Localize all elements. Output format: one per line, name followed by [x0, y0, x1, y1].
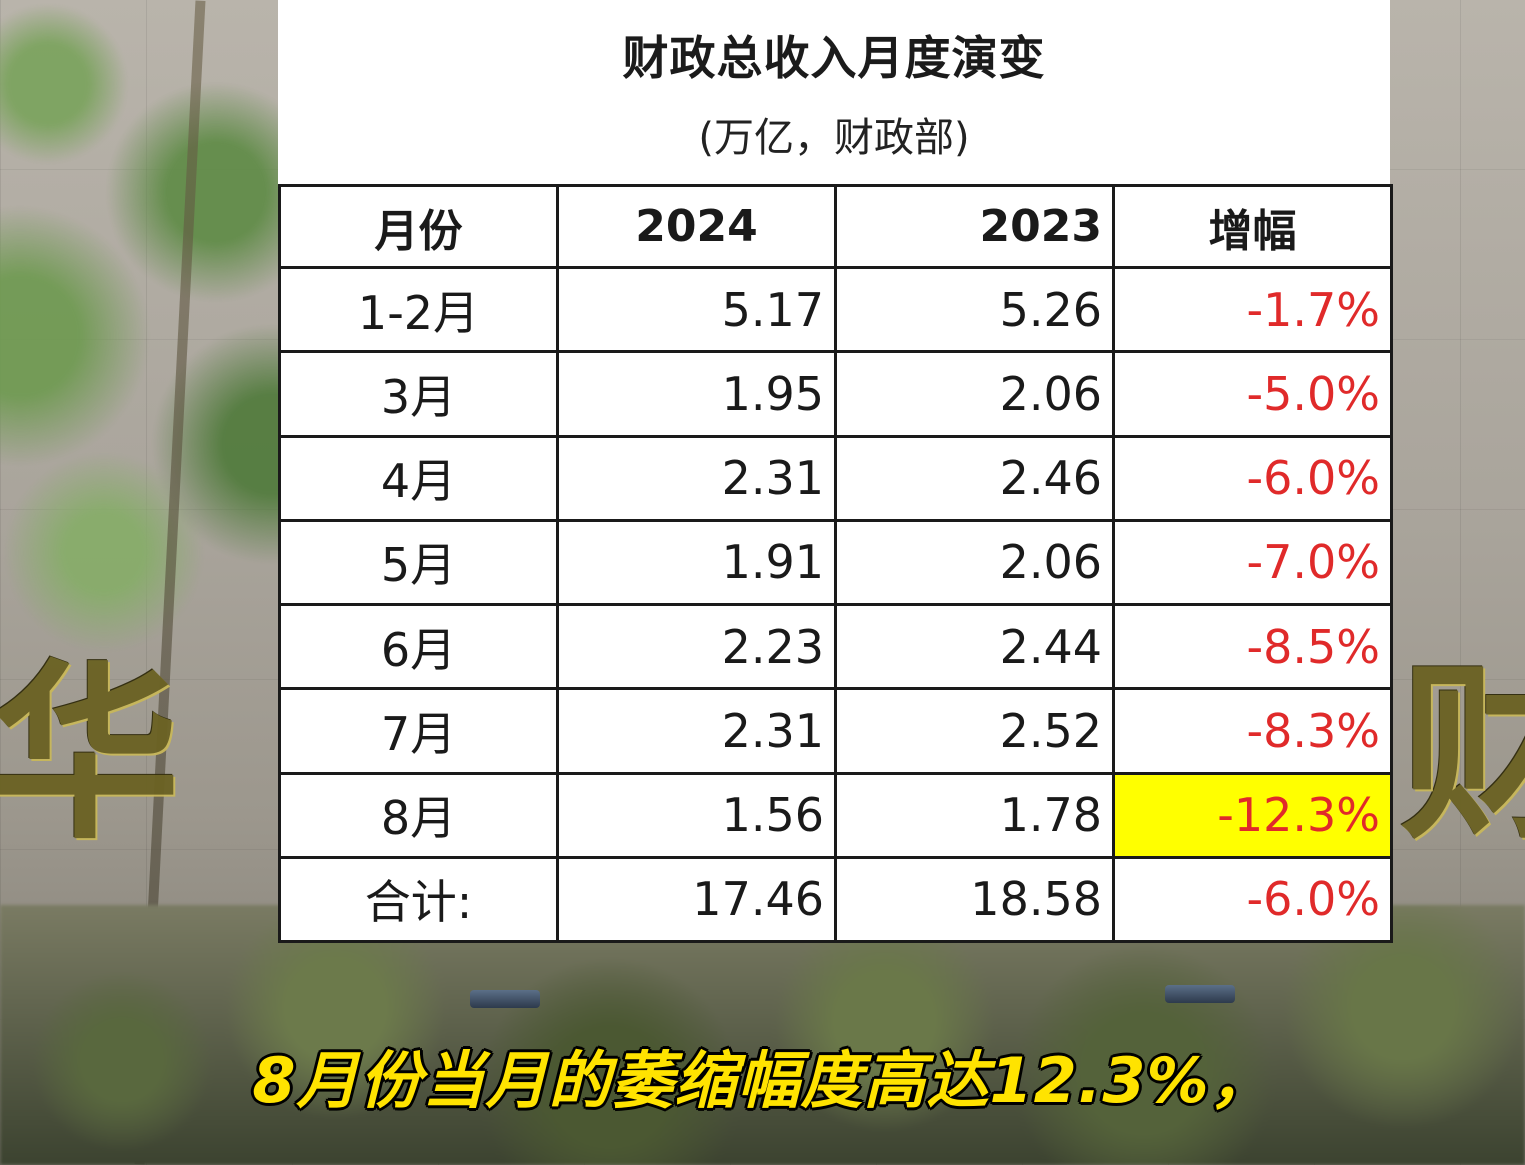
cell-2024: 5.17: [556, 265, 837, 354]
cell-2024: 1.56: [556, 771, 837, 859]
cell-change: -12.3%: [1112, 771, 1393, 859]
revenue-table: 月份 2024 2023 增幅 1-2月 5.17 5.26 -1.7% 3月 1.95 2…: [278, 184, 1393, 944]
cell-2023: 2.46: [834, 434, 1115, 522]
cell-change: -6.0%: [1112, 855, 1393, 944]
cell-change: -7.0%: [1112, 518, 1393, 607]
header-month: 月份: [278, 184, 559, 269]
table-row: 3月 1.95 2.06 -5.0%: [278, 350, 1393, 438]
header-2024: 2024: [556, 184, 837, 269]
cell-2023: 5.26: [834, 265, 1115, 354]
table-row: 1-2月 5.17 5.26 -1.7%: [278, 265, 1393, 354]
cell-2023: 2.52: [834, 687, 1115, 775]
cell-2023: 18.58: [834, 855, 1115, 944]
table-header-row: 月份 2024 2023 增幅: [278, 184, 1393, 269]
cell-2023: 2.06: [834, 518, 1115, 607]
table-row: 8月 1.56 1.78 -12.3%: [278, 771, 1393, 859]
cell-month: 4月: [278, 434, 559, 522]
cell-2023: 2.06: [834, 350, 1115, 438]
wall-sign-glyph-right: 财: [1400, 642, 1525, 865]
cell-change: -6.0%: [1112, 434, 1393, 522]
table-row: 7月 2.31 2.52 -8.3%: [278, 687, 1393, 775]
cell-2023: 1.78: [834, 771, 1115, 859]
table-row: 6月 2.23 2.44 -8.5%: [278, 602, 1393, 691]
cell-2024: 2.23: [556, 602, 837, 691]
video-caption: 8月份当月的萎缩幅度高达12.3%，: [252, 1044, 1273, 1117]
table-row: 合计: 17.46 18.58 -6.0%: [278, 855, 1393, 944]
cell-month: 8月: [278, 771, 559, 859]
cell-month: 1-2月: [278, 265, 559, 354]
table-subtitle: (万亿，财政部): [698, 115, 970, 161]
cell-change: -8.3%: [1112, 687, 1393, 775]
cell-month: 3月: [278, 350, 559, 438]
table-panel: 财政总收入月度演变 (万亿，财政部) 月份 2024 2023 增幅 1-2月 5…: [278, 0, 1393, 944]
wall-sign-glyph-left: 华: [0, 642, 181, 865]
cell-month: 6月: [278, 602, 559, 691]
cell-month: 7月: [278, 687, 559, 775]
table-row: 4月 2.31 2.46 -6.0%: [278, 434, 1393, 522]
cell-month: 合计:: [278, 855, 559, 944]
cell-change: -8.5%: [1112, 602, 1393, 691]
table-title: 财政总收入月度演变: [622, 31, 1046, 85]
bushes: [0, 905, 1525, 1165]
table-row: 5月 1.91 2.06 -7.0%: [278, 518, 1393, 607]
header-2023: 2023: [834, 184, 1115, 269]
lamp-left: [470, 990, 540, 1008]
cell-change: -1.7%: [1112, 265, 1393, 354]
table-body: 1-2月 5.17 5.26 -1.7% 3月 1.95 2.06 -5.0% 4月 2.31 2.…: [278, 265, 1393, 944]
cell-2023: 2.44: [834, 602, 1115, 691]
cell-change: -5.0%: [1112, 350, 1393, 438]
lamp-right: [1165, 985, 1235, 1003]
cell-2024: 1.91: [556, 518, 837, 607]
cell-2024: 1.95: [556, 350, 837, 438]
cell-month: 5月: [278, 518, 559, 607]
cell-2024: 2.31: [556, 434, 837, 522]
cell-2024: 17.46: [556, 855, 837, 944]
header-change: 增幅: [1112, 184, 1393, 269]
cell-2024: 2.31: [556, 687, 837, 775]
